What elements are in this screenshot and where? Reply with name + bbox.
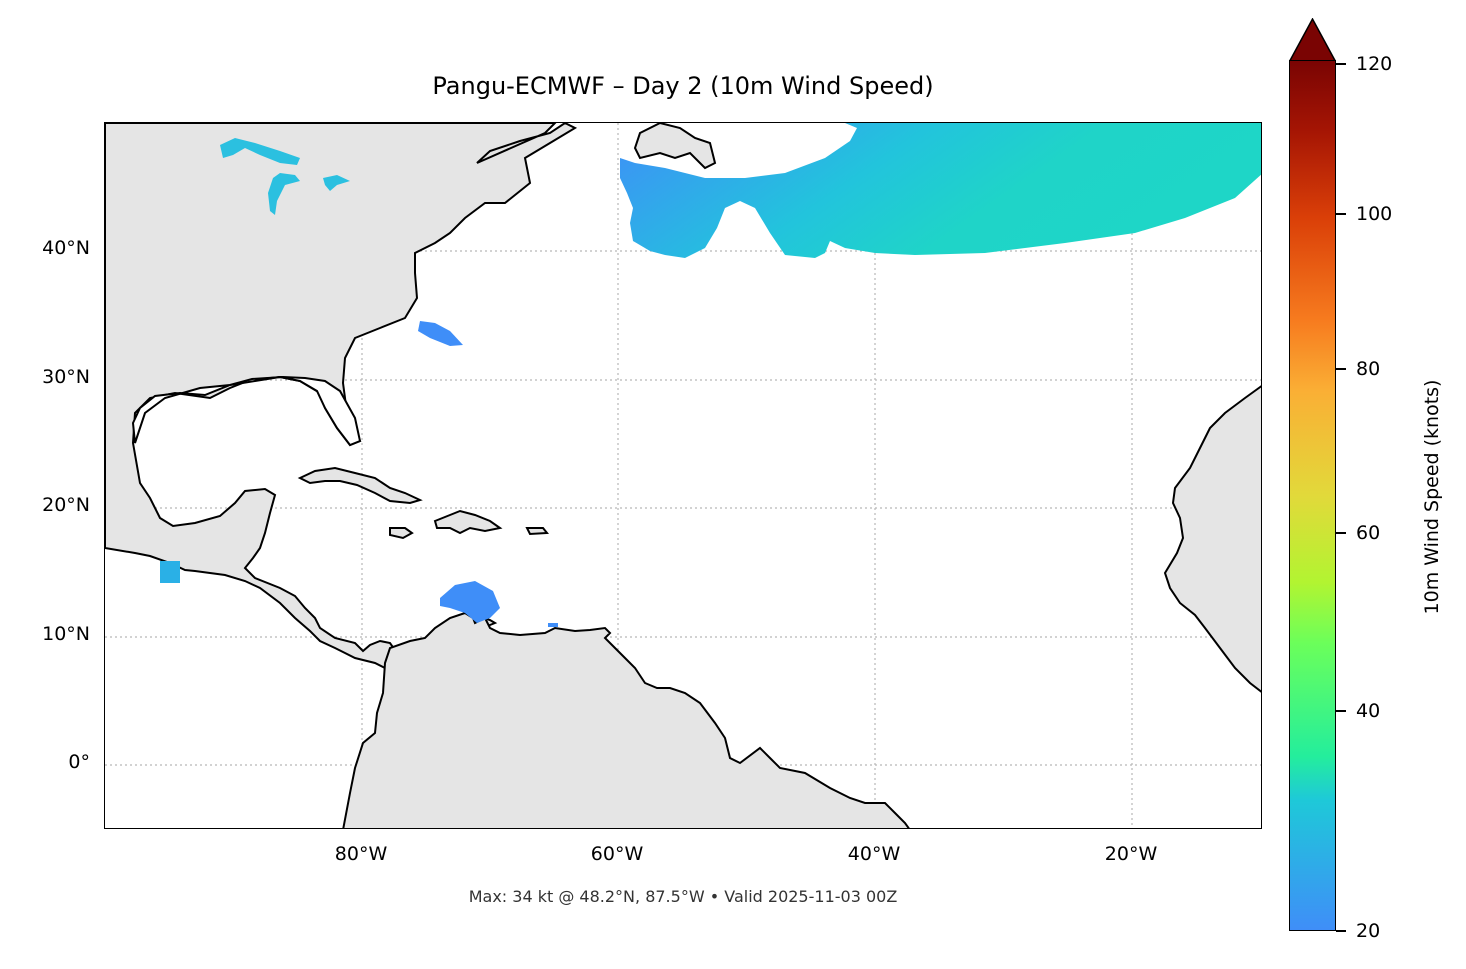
colorbar-label-20: 20 xyxy=(1356,920,1381,942)
lat-tick-40n: 40°N xyxy=(42,237,90,259)
cuba-land xyxy=(297,466,423,505)
lat-tick-10n: 10°N xyxy=(42,623,90,645)
colorbar-title: 10m Wind Speed (knots) xyxy=(1421,379,1443,615)
wind-carolina-offshore xyxy=(418,321,463,346)
lon-tick-20w: 20°W xyxy=(1104,843,1158,865)
puerto-rico-land xyxy=(525,527,549,536)
lat-tick-20n: 20°N xyxy=(42,494,90,516)
map-panel xyxy=(104,122,1262,829)
chart-title: Pangu-ECMWF – Day 2 (10m Wind Speed) xyxy=(432,72,934,100)
colorbar-label-100: 100 xyxy=(1356,203,1393,225)
colorbar-label-60: 60 xyxy=(1356,522,1381,544)
south-america-land xyxy=(342,611,910,828)
colorbar-extend-arrow-icon xyxy=(1289,18,1336,62)
lon-tick-40w: 40°W xyxy=(847,843,901,865)
colorbar-tick xyxy=(1336,213,1346,215)
colorbar xyxy=(1289,60,1336,931)
colorbar-label-120: 120 xyxy=(1356,53,1393,75)
wind-jet-north-atlantic xyxy=(620,123,1261,258)
gridlines xyxy=(105,123,1261,828)
colorbar-tick xyxy=(1336,710,1346,712)
lon-tick-80w: 80°W xyxy=(334,843,388,865)
wind-tehuantepec xyxy=(160,561,180,583)
lat-tick-30n: 30°N xyxy=(42,366,90,388)
wind-gulf-venezuela xyxy=(440,581,500,623)
colorbar-tick xyxy=(1336,930,1346,932)
wind-great-lakes xyxy=(220,138,350,215)
africa-land xyxy=(1163,385,1261,693)
lon-tick-60w: 60°W xyxy=(590,843,644,865)
colorbar-label-40: 40 xyxy=(1356,700,1381,722)
newfoundland-land xyxy=(633,123,717,170)
colorbar-tick xyxy=(1336,532,1346,534)
max-wind-caption: Max: 34 kt @ 48.2°N, 87.5°W • Valid 2025… xyxy=(468,887,898,906)
jamaica-land xyxy=(389,527,414,540)
wind-dot-caribbean xyxy=(548,623,558,627)
colorbar-tick xyxy=(1336,368,1346,370)
colorbar-label-80: 80 xyxy=(1356,358,1381,380)
lat-tick-0: 0° xyxy=(68,751,90,773)
colorbar-tick xyxy=(1336,63,1346,65)
map-canvas xyxy=(105,123,1261,828)
hispaniola-land xyxy=(433,509,503,535)
